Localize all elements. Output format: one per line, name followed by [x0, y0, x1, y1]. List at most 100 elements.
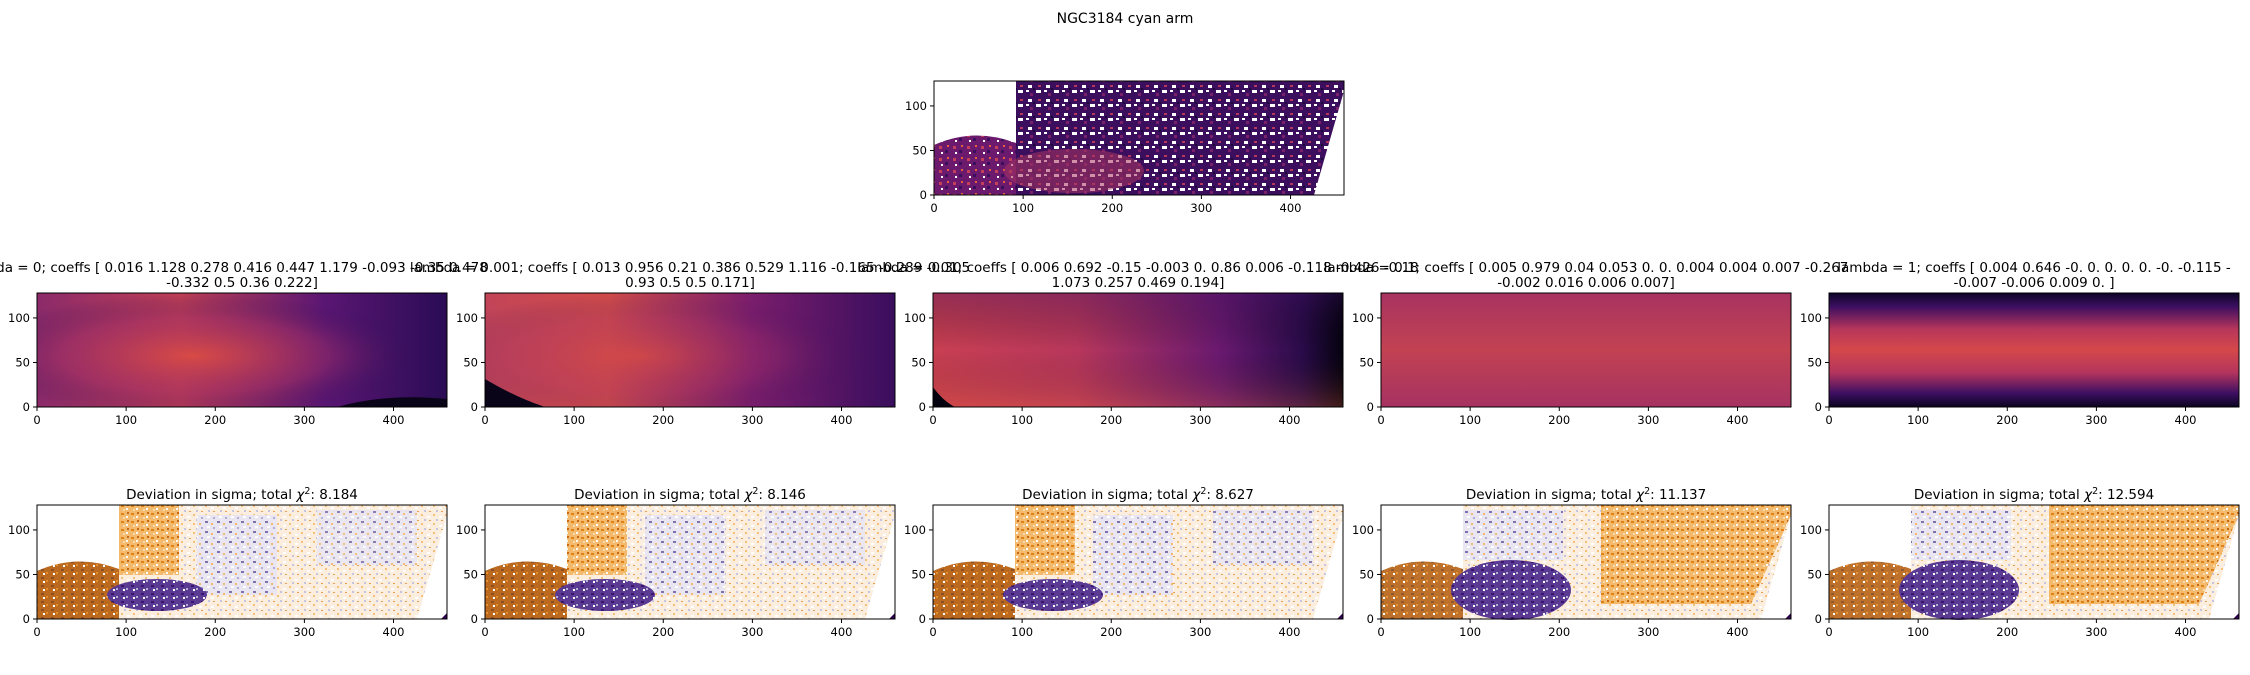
deviation-neutral-patch-2 — [317, 510, 417, 565]
chi-superscript: 2 — [1644, 486, 1650, 497]
chi2-value: : 8.184 — [310, 487, 358, 503]
y-tick-label: 0 — [471, 612, 478, 626]
deviation-positive-patch — [119, 505, 179, 575]
y-tick-label: 50 — [463, 355, 478, 369]
x-tick-label: 0 — [1825, 625, 1832, 639]
model-image — [1381, 293, 1791, 407]
deviation-corner — [2233, 613, 2239, 619]
axes-frame — [36, 504, 448, 620]
x-tick-label: 300 — [1637, 625, 1659, 639]
chi-superscript: 2 — [2092, 486, 2098, 497]
x-tick-label: 400 — [1727, 625, 1749, 639]
model-dark-wedge — [485, 379, 545, 407]
axes-frame — [933, 80, 1345, 196]
x-tick-label: 300 — [1190, 201, 1212, 215]
x-tick-label: 200 — [1996, 413, 2018, 427]
title-prefix: Deviation in sigma; total — [1466, 487, 1636, 503]
deviation-arm-left — [485, 561, 567, 619]
y-tick-label: 100 — [904, 523, 926, 537]
deviation-negative-patch — [1899, 560, 2019, 620]
deviation-negative-patch — [1451, 560, 1571, 620]
deviation-neutral-patch — [1911, 510, 2011, 560]
title-prefix: Deviation in sigma; total — [1914, 487, 2084, 503]
y-tick-label: 100 — [456, 523, 478, 537]
chi2-value: : 8.627 — [1206, 487, 1254, 503]
deviation-corner — [1785, 613, 1791, 619]
y-tick-label: 50 — [1807, 567, 1822, 581]
x-tick-label: 200 — [1101, 201, 1123, 215]
data-bright-core — [1004, 149, 1144, 193]
y-tick-label: 0 — [1367, 612, 1374, 626]
panel-data: 0 100 200 300 400 0 50 100 — [905, 80, 1345, 215]
y-tick-label: 0 — [920, 188, 927, 202]
model-dark-wedge — [933, 387, 955, 407]
panel-title-line2: -0.007 -0.006 0.009 0. ] — [1954, 275, 2115, 291]
y-tick-label: 0 — [23, 400, 30, 414]
chi-symbol: χ — [1191, 487, 1201, 503]
x-tick-label: 400 — [383, 625, 405, 639]
chi2-value: : 11.137 — [1650, 487, 1706, 503]
panel-dev-1: 0 100 200 300 400 0 50 100 Deviation in sigma; t… — [8, 486, 448, 639]
x-tick-label: 0 — [1825, 413, 1832, 427]
x-tick-label: 100 — [1907, 413, 1929, 427]
x-tick-label: 300 — [741, 413, 763, 427]
chi-symbol: χ — [295, 487, 305, 503]
x-tick-label: 200 — [204, 625, 226, 639]
x-tick-label: 300 — [1637, 413, 1659, 427]
panel-dev-5: 0 100 200 300 400 0 50 100 Deviation in sigma; t… — [1800, 486, 2240, 639]
panel-model-3: 0 100 200 300 400 0 50 100 lambda = 0.01; coeffs… — [857, 260, 1418, 427]
deviation-corner — [1337, 613, 1343, 619]
panel-title: Deviation in sigma; total χ2: 8.627 — [1022, 486, 1254, 503]
x-tick-label: 200 — [1100, 413, 1122, 427]
x-tick-label: 0 — [929, 625, 936, 639]
x-tick-label: 400 — [1279, 625, 1301, 639]
title-prefix: Deviation in sigma; total — [574, 487, 744, 503]
panel-title-line2: -0.002 0.016 0.006 0.007] — [1497, 275, 1675, 291]
x-tick-label: 400 — [383, 413, 405, 427]
x-tick-label: 100 — [1459, 625, 1481, 639]
panel-title-line2: -0.332 0.5 0.36 0.222] — [166, 275, 318, 291]
x-tick-label: 400 — [831, 625, 853, 639]
x-tick-label: 400 — [1727, 413, 1749, 427]
model-glow — [37, 293, 447, 407]
y-tick-label: 100 — [8, 523, 30, 537]
x-tick-label: 400 — [1279, 413, 1301, 427]
deviation-neutral-patch-2 — [765, 510, 865, 565]
chi2-value: : 12.594 — [2098, 487, 2154, 503]
chi-symbol: χ — [743, 487, 753, 503]
panel-dev-4: 0 100 200 300 400 0 50 100 Deviation in sigma; t… — [1352, 486, 1792, 639]
deviation-arm-left — [1829, 561, 1911, 619]
chi2-value: : 8.146 — [758, 487, 806, 503]
title-prefix: Deviation in sigma; total — [126, 487, 296, 503]
model-image — [1829, 293, 2239, 407]
y-tick-label: 100 — [456, 311, 478, 325]
y-tick-label: 50 — [15, 567, 30, 581]
x-tick-label: 300 — [293, 413, 315, 427]
x-tick-label: 400 — [1280, 201, 1302, 215]
y-tick-label: 100 — [8, 311, 30, 325]
x-tick-label: 100 — [115, 625, 137, 639]
x-tick-label: 400 — [2175, 413, 2197, 427]
panel-model-5: 0 100 200 300 400 0 50 100 lambda = 1; coeffs [ … — [1800, 260, 2240, 427]
y-tick-label: 50 — [912, 143, 927, 157]
panel-title-line1: lambda = 1; coeffs [ 0.004 0.646 -0. 0. … — [1837, 260, 2231, 276]
panel-model-2: 0 100 200 300 400 0 50 100 lambda = 0.001; coeff… — [410, 260, 970, 427]
x-tick-label: 200 — [1548, 413, 1570, 427]
y-tick-label: 100 — [905, 99, 927, 113]
deviation-negative-patch — [555, 579, 655, 611]
deviation-positive-patch — [1601, 505, 1791, 604]
x-tick-label: 100 — [1011, 625, 1033, 639]
panel-title: Deviation in sigma; total χ2: 12.594 — [1914, 486, 2154, 503]
axes-frame — [932, 292, 1344, 408]
deviation-neutral-patch-2 — [1213, 510, 1313, 565]
x-tick-label: 200 — [652, 413, 674, 427]
x-tick-label: 300 — [2085, 413, 2107, 427]
deviation-positive-patch — [1015, 505, 1075, 575]
y-tick-label: 0 — [23, 612, 30, 626]
title-prefix: Deviation in sigma; total — [1022, 487, 1192, 503]
x-tick-label: 200 — [204, 413, 226, 427]
y-tick-label: 50 — [911, 567, 926, 581]
y-tick-label: 50 — [1359, 355, 1374, 369]
chi-symbol: χ — [2083, 487, 2093, 503]
